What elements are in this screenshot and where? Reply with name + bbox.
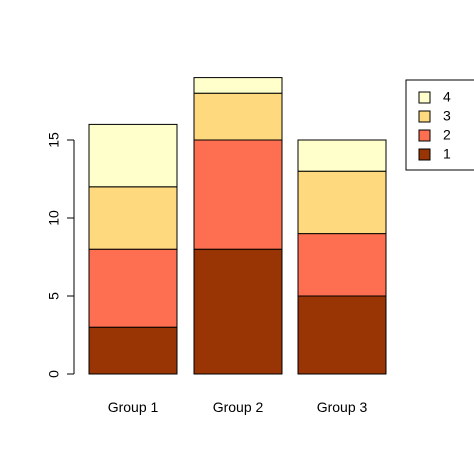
x-category-label: Group 3 (317, 399, 368, 415)
bar-segment-group-1-series-1 (88, 326, 178, 375)
legend-swatch (418, 129, 431, 142)
legend: 4 3 2 1 (405, 79, 474, 171)
bar-segment-group-2-series-1 (193, 248, 283, 375)
y-axis: 0 5 10 15 (46, 132, 75, 378)
y-tick-label: 0 (46, 370, 62, 378)
bar-segment-group-3-series-3 (297, 170, 387, 235)
y-tick-label: 10 (46, 210, 62, 226)
bar-segment-group-2-series-3 (193, 92, 283, 141)
legend-label: 4 (443, 89, 451, 105)
x-category-label: Group 1 (108, 399, 159, 415)
legend-label: 1 (443, 146, 451, 162)
bar-segment-group-1-series-4 (88, 123, 178, 188)
bar-segment-group-3-series-1 (297, 295, 387, 375)
legend-swatch (418, 110, 431, 123)
bar-segment-group-2-series-2 (193, 139, 283, 250)
bars (88, 77, 387, 375)
bar-segment-group-3-series-4 (297, 139, 387, 172)
x-axis-labels: Group 1 Group 2 Group 3 (108, 399, 368, 415)
legend-label: 3 (443, 108, 451, 124)
y-tick-label: 15 (46, 132, 62, 148)
bar-segment-group-3-series-2 (297, 233, 387, 297)
legend-swatch (418, 148, 431, 161)
bar-segment-group-1-series-3 (88, 186, 178, 250)
x-category-label: Group 2 (213, 399, 264, 415)
legend-box (405, 79, 474, 171)
bar-segment-group-1-series-2 (88, 248, 178, 328)
bar-segment-group-2-series-4 (193, 77, 283, 94)
y-tick-label: 5 (46, 292, 62, 300)
legend-label: 2 (443, 127, 451, 143)
legend-swatch (418, 91, 431, 104)
